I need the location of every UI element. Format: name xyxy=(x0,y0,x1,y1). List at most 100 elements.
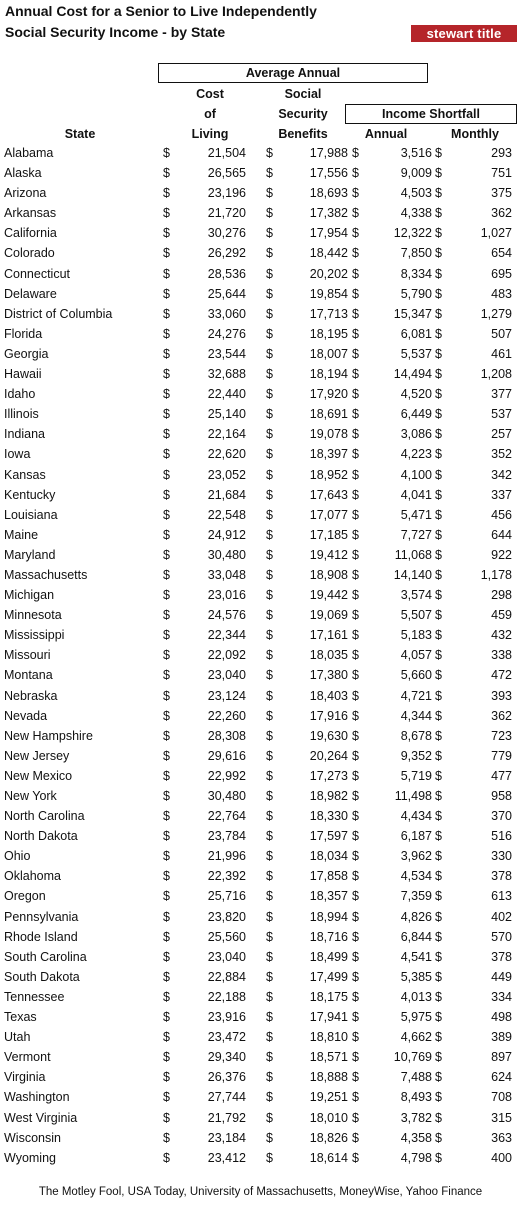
state-name: District of Columbia xyxy=(4,306,113,321)
cost-currency: $ xyxy=(163,487,170,502)
ss-currency: $ xyxy=(266,326,273,341)
ss-benefits-value: 17,643 xyxy=(309,487,348,502)
cost-of-living-value: 22,092 xyxy=(207,648,246,663)
ss-currency: $ xyxy=(266,849,273,864)
cost-of-living-value: 22,344 xyxy=(207,628,246,643)
annual-currency: $ xyxy=(352,487,359,502)
cost-currency: $ xyxy=(163,246,170,261)
cost-of-living-value: 23,040 xyxy=(207,949,246,964)
monthly-currency: $ xyxy=(435,427,442,442)
monthly-currency: $ xyxy=(435,809,442,824)
annual-shortfall-value: 4,223 xyxy=(400,447,432,462)
ss-currency: $ xyxy=(266,407,273,422)
annual-shortfall-value: 4,434 xyxy=(400,809,432,824)
monthly-currency: $ xyxy=(435,1150,442,1165)
ss-currency: $ xyxy=(266,869,273,884)
table-row: Texas $23,916 $17,941 $5,975 $498 xyxy=(0,1008,521,1028)
cost-currency: $ xyxy=(163,447,170,462)
annual-shortfall-value: 5,507 xyxy=(400,608,432,623)
annual-shortfall-value: 15,347 xyxy=(393,306,432,321)
cost-currency: $ xyxy=(163,1110,170,1125)
cost-header-line-1: Cost xyxy=(196,87,224,101)
state-name: Hawaii xyxy=(4,367,42,382)
cost-currency: $ xyxy=(163,909,170,924)
annual-shortfall-value: 6,449 xyxy=(400,407,432,422)
ss-benefits-value: 18,330 xyxy=(309,809,348,824)
monthly-currency: $ xyxy=(435,487,442,502)
monthly-shortfall-value: 897 xyxy=(491,1050,512,1065)
annual-currency: $ xyxy=(352,628,359,643)
annual-shortfall-value: 7,359 xyxy=(400,889,432,904)
monthly-currency: $ xyxy=(435,146,442,160)
annual-shortfall-value: 4,520 xyxy=(400,387,432,402)
monthly-currency: $ xyxy=(435,326,442,341)
monthly-shortfall-value: 461 xyxy=(491,346,512,361)
ss-benefits-value: 17,713 xyxy=(309,306,348,321)
cost-of-living-value: 23,412 xyxy=(207,1150,246,1165)
monthly-shortfall-value: 1,279 xyxy=(480,306,512,321)
state-name: Oregon xyxy=(4,889,46,904)
table-row: Utah $23,472 $18,810 $4,662 $389 xyxy=(0,1028,521,1048)
cost-of-living-value: 23,184 xyxy=(207,1130,246,1145)
cost-currency: $ xyxy=(163,889,170,904)
cost-currency: $ xyxy=(163,1010,170,1025)
ss-currency: $ xyxy=(266,688,273,703)
cost-currency: $ xyxy=(163,989,170,1004)
state-name: Arkansas xyxy=(4,206,57,221)
state-name: Iowa xyxy=(4,447,31,462)
monthly-currency: $ xyxy=(435,206,442,221)
ss-benefits-value: 19,442 xyxy=(309,588,348,603)
ss-benefits-value: 18,716 xyxy=(309,929,348,944)
state-name: North Dakota xyxy=(4,829,78,844)
state-name: Florida xyxy=(4,326,43,341)
ss-benefits-value: 19,078 xyxy=(309,427,348,442)
table-row: New Hampshire $28,308 $19,630 $8,678 $723 xyxy=(0,727,521,747)
monthly-shortfall-value: 402 xyxy=(491,909,512,924)
state-name: Wisconsin xyxy=(4,1130,61,1145)
ss-currency: $ xyxy=(266,1070,273,1085)
monthly-shortfall-value: 342 xyxy=(491,467,512,482)
ss-currency: $ xyxy=(266,1110,273,1125)
cost-currency: $ xyxy=(163,166,170,181)
cost-currency: $ xyxy=(163,547,170,562)
ss-currency: $ xyxy=(266,346,273,361)
ss-benefits-value: 20,264 xyxy=(309,748,348,763)
monthly-shortfall-value: 477 xyxy=(491,768,512,783)
ss-benefits-value: 17,954 xyxy=(309,226,348,241)
annual-currency: $ xyxy=(352,728,359,743)
cost-of-living-value: 23,196 xyxy=(207,186,246,201)
monthly-currency: $ xyxy=(435,507,442,522)
ss-benefits-value: 17,916 xyxy=(309,708,348,723)
state-name: Louisiana xyxy=(4,507,58,522)
monthly-currency: $ xyxy=(435,1030,442,1045)
ss-benefits-value: 17,185 xyxy=(309,527,348,542)
cost-of-living-value: 23,472 xyxy=(207,1030,246,1045)
monthly-shortfall-value: 459 xyxy=(491,608,512,623)
ss-currency: $ xyxy=(266,829,273,844)
ss-currency: $ xyxy=(266,447,273,462)
state-name: Texas xyxy=(4,1010,37,1025)
ss-currency: $ xyxy=(266,989,273,1004)
annual-shortfall-value: 6,187 xyxy=(400,829,432,844)
annual-currency: $ xyxy=(352,1110,359,1125)
monthly-currency: $ xyxy=(435,748,442,763)
ss-benefits-value: 17,077 xyxy=(309,507,348,522)
ss-benefits-value: 17,941 xyxy=(309,1010,348,1025)
state-name: West Virginia xyxy=(4,1110,78,1125)
table-row: Arizona $23,196 $18,693 $4,503 $375 xyxy=(0,184,521,204)
ss-currency: $ xyxy=(266,588,273,603)
annual-shortfall-value: 10,769 xyxy=(393,1050,432,1065)
table-row: Louisiana $22,548 $17,077 $5,471 $456 xyxy=(0,506,521,526)
monthly-shortfall-value: 708 xyxy=(491,1090,512,1105)
monthly-currency: $ xyxy=(435,306,442,321)
cost-currency: $ xyxy=(163,407,170,422)
cost-currency: $ xyxy=(163,688,170,703)
monthly-currency: $ xyxy=(435,567,442,582)
ss-currency: $ xyxy=(266,306,273,321)
state-name: New Jersey xyxy=(4,748,70,763)
cost-header-line-3: Living xyxy=(191,127,229,141)
state-name: Ohio xyxy=(4,849,31,864)
ss-benefits-value: 18,810 xyxy=(309,1030,348,1045)
state-name: Massachusetts xyxy=(4,567,88,582)
cost-currency: $ xyxy=(163,608,170,623)
